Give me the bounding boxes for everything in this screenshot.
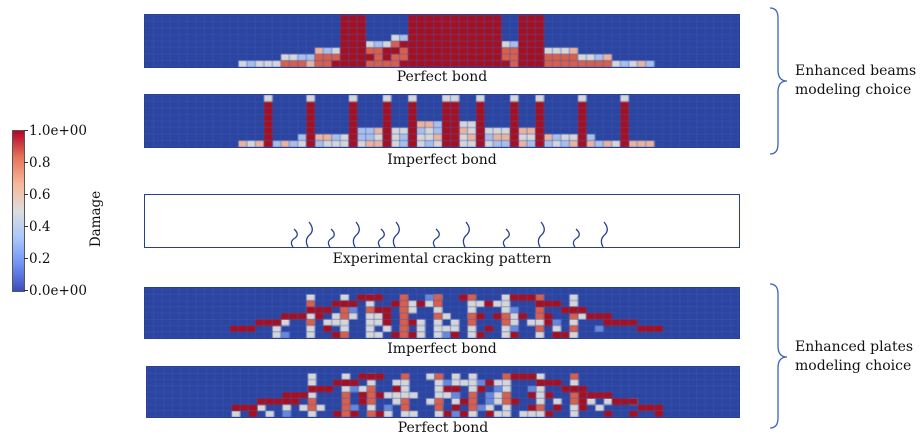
beams-group-brace [769,7,788,155]
plates-perfect-bond-panel [146,366,740,418]
crack-line [537,221,545,248]
crack-line [502,228,510,248]
beams-imperfect-bond-panel [144,94,740,148]
crack-line [572,228,580,248]
colorbar-tickmark [24,290,28,291]
plates-group-label-line1: Enhanced plates [795,339,914,355]
crack-line [392,221,400,248]
plates-group-label-line2: modeling choice [795,358,912,374]
crack-line [377,228,385,248]
plates-imperfect-bond-caption: Imperfect bond [387,341,497,357]
colorbar-gradient [12,130,25,292]
crack-line [327,228,335,248]
beams-group-label: Enhanced beams modeling choice [795,62,916,100]
colorbar-tick-label: 0.2 [29,251,51,267]
plates-perfect-bond-caption: Perfect bond [397,420,489,436]
colorbar-tick-label: 1.0e+00 [29,123,87,139]
crack-line [352,221,360,248]
colorbar-tickmark [24,194,28,195]
damage-mesh [145,95,739,147]
plates-group-label: Enhanced plates modeling choice [795,338,913,376]
experimental-panel [144,194,740,248]
damage-mesh [145,15,739,67]
experimental-caption: Experimental cracking pattern [332,251,552,267]
crack-line [290,228,298,248]
colorbar-tickmark [24,130,28,131]
colorbar-tickmark [24,226,28,227]
plates-group-brace [769,283,788,429]
beams-group-label-line2: modeling choice [795,82,912,98]
beams-group-label-line1: Enhanced beams [795,63,917,79]
plates-imperfect-bond-panel [144,287,740,339]
colorbar-tick-label: 0.0e+00 [29,283,87,299]
crack-line [600,221,608,248]
colorbar-tickmark [24,258,28,259]
crack-line [305,221,313,248]
damage-mesh [147,367,739,417]
colorbar-title: Damage [88,190,105,248]
beams-perfect-bond-caption: Perfect bond [396,69,488,85]
colorbar-tick-label: 0.6 [29,187,51,203]
beams-perfect-bond-panel [144,14,740,68]
beams-imperfect-bond-caption: Imperfect bond [387,152,497,168]
colorbar-tickmark [24,162,28,163]
crack-pattern [290,221,608,248]
colorbar-tick-label: 0.8 [29,155,51,171]
crack-line [432,228,440,248]
colorbar-tick-label: 0.4 [29,219,51,235]
crack-line [462,221,470,248]
damage-mesh [145,288,739,338]
